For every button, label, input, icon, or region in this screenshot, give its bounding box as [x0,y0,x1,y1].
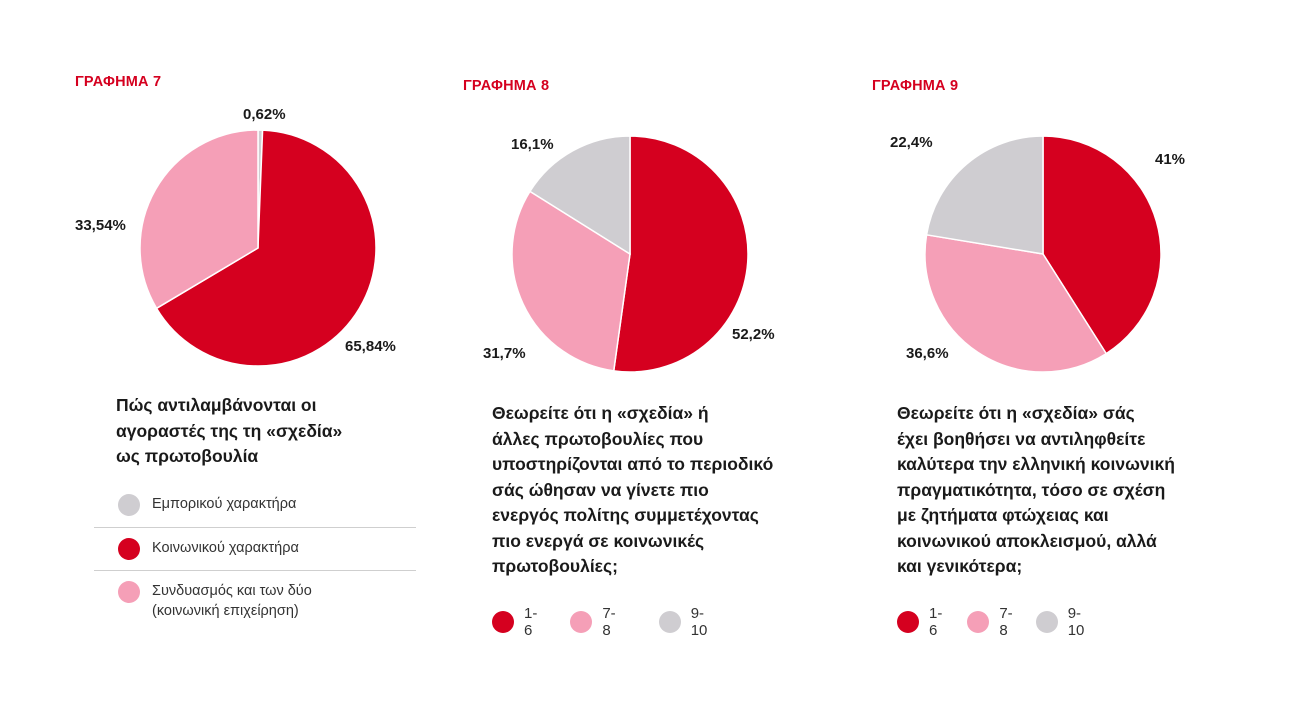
pie-slice-9-10 [528,135,631,256]
legend-label: Κοινωνικού χαρακτήρα [152,538,299,558]
question-line: ενεργός πολίτης συμμετέχοντας [492,505,759,525]
question-line: με ζητήματα φτώχειας και [897,505,1109,525]
legend-item: Εμπορικού χαρακτήρα [94,494,416,528]
question-line: σάς ώθησαν να γίνετε πιο [492,479,709,500]
question-text: Θεωρείτε ότι η «σχεδία» ή άλλες πρωτοβουλ… [492,401,812,580]
pie-slice-9-10 [925,135,1044,255]
slice-value-label: 0,62% [243,106,286,123]
question-line: άλλες πρωτοβουλίες που [492,428,704,449]
question-text: Θεωρείτε ότι η «σχεδία» σάς έχει βοηθήσει… [897,401,1217,580]
legend-swatch [492,611,514,633]
slice-value-label: 41% [1155,151,1186,168]
slice-value-label: 31,7% [483,345,526,362]
slice-value-label: 36,6% [906,345,949,362]
question-line: αγοραστές της τη «σχεδία» [116,420,343,441]
slice-value-label: 33,54% [75,217,126,234]
question-line: πρωτοβουλίες; [492,556,618,576]
question-line: κοινωνικού αποκλεισμού, αλλά [897,530,1157,551]
question-line: πιο ενεργά σε κοινωνικές [492,530,705,551]
pie-slice-1-6 [612,135,749,373]
question-line: καλύτερα την ελληνική κοινωνική [897,454,1175,474]
question-line: πραγματικότητα, τόσο σε σχέση [897,479,1166,500]
legend-item: 7-8 [967,605,1013,639]
legend-item: Συνδυασμός και των δύο (κοινωνική επιχείρ… [94,571,416,625]
pie-chart [139,129,377,367]
legend-label: 1-6 [929,605,943,639]
question-line: Θεωρείτε ότι η «σχεδία» σάς [897,403,1135,423]
legend-item: 1-6 [897,605,942,639]
legend-label-line: (κοινωνική επιχείρηση) [152,603,299,619]
legend-swatch [118,581,140,603]
legend-item: 9-10 [1035,605,1085,639]
question-line: έχει βοηθήσει να αντιληφθείτε [897,428,1146,449]
legend-swatch [967,611,990,633]
legend-label-line: Συνδυασμός και των δύο [152,583,312,599]
legend-label-line: Κοινωνικού χαρακτήρα [152,540,299,556]
slice-value-label: 22,4% [890,134,933,151]
legend-label: Εμπορικού χαρακτήρα [152,494,296,514]
legend: Εμπορικού χαρακτήρα Κοινωνικού χαρακτήρα Σ… [94,494,416,625]
pie-chart [924,135,1162,373]
legend-swatch [118,494,140,516]
legend-swatch [118,538,140,560]
legend-label: Συνδυασμός και των δύο (κοινωνική επιχείρ… [152,581,312,621]
legend-label-line: Εμπορικού χαρακτήρα [152,496,297,512]
legend: 1-6 7-8 9-10 [897,605,1084,639]
legend-item: 7-8 [570,605,616,639]
legend-item: 9-10 [658,605,708,639]
legend-label: 9-10 [690,605,708,639]
pie-chart [511,135,749,373]
legend-label: 9-10 [1067,605,1085,639]
legend-swatch [570,611,593,633]
legend-swatch [658,611,681,633]
legend-label: 7-8 [602,605,616,639]
pie-slice-συνδυασμός-και-των-δύο-κοινωνική-επιχείρηση [139,129,259,310]
legend-label: 7-8 [999,605,1013,639]
question-line: και γενικότερα; [897,556,1023,576]
figure-label: ΓΡΑΦΗΜΑ 7 [75,74,162,90]
pie-slice-κοινωνικού-χαρακτήρα [155,129,377,367]
slice-value-label: 65,84% [345,338,396,355]
legend-item: 1-6 [492,605,537,639]
question-line: ως πρωτοβουλία [116,446,259,466]
legend-swatch [897,611,919,633]
legend-swatch [1035,611,1058,633]
legend-label: 1-6 [524,605,538,639]
question-line: Πώς αντιλαμβάνονται οι [116,395,317,415]
legend-item: Κοινωνικού χαρακτήρα [94,528,416,571]
slice-value-label: 52,2% [732,326,775,343]
question-line: υποστηρίζονται από το περιοδικό [492,454,774,474]
slice-value-label: 16,1% [511,136,554,153]
figure-label: ΓΡΑΦΗΜΑ 8 [463,78,550,94]
legend: 1-6 7-8 9-10 [492,605,707,639]
figure-label: ΓΡΑΦΗΜΑ 9 [872,78,959,94]
pie-slice-7-8 [924,233,1108,373]
question-line: Θεωρείτε ότι η «σχεδία» ή [492,403,709,423]
question-text: Πώς αντιλαμβάνονται οι αγοραστές της τη «… [116,393,416,470]
